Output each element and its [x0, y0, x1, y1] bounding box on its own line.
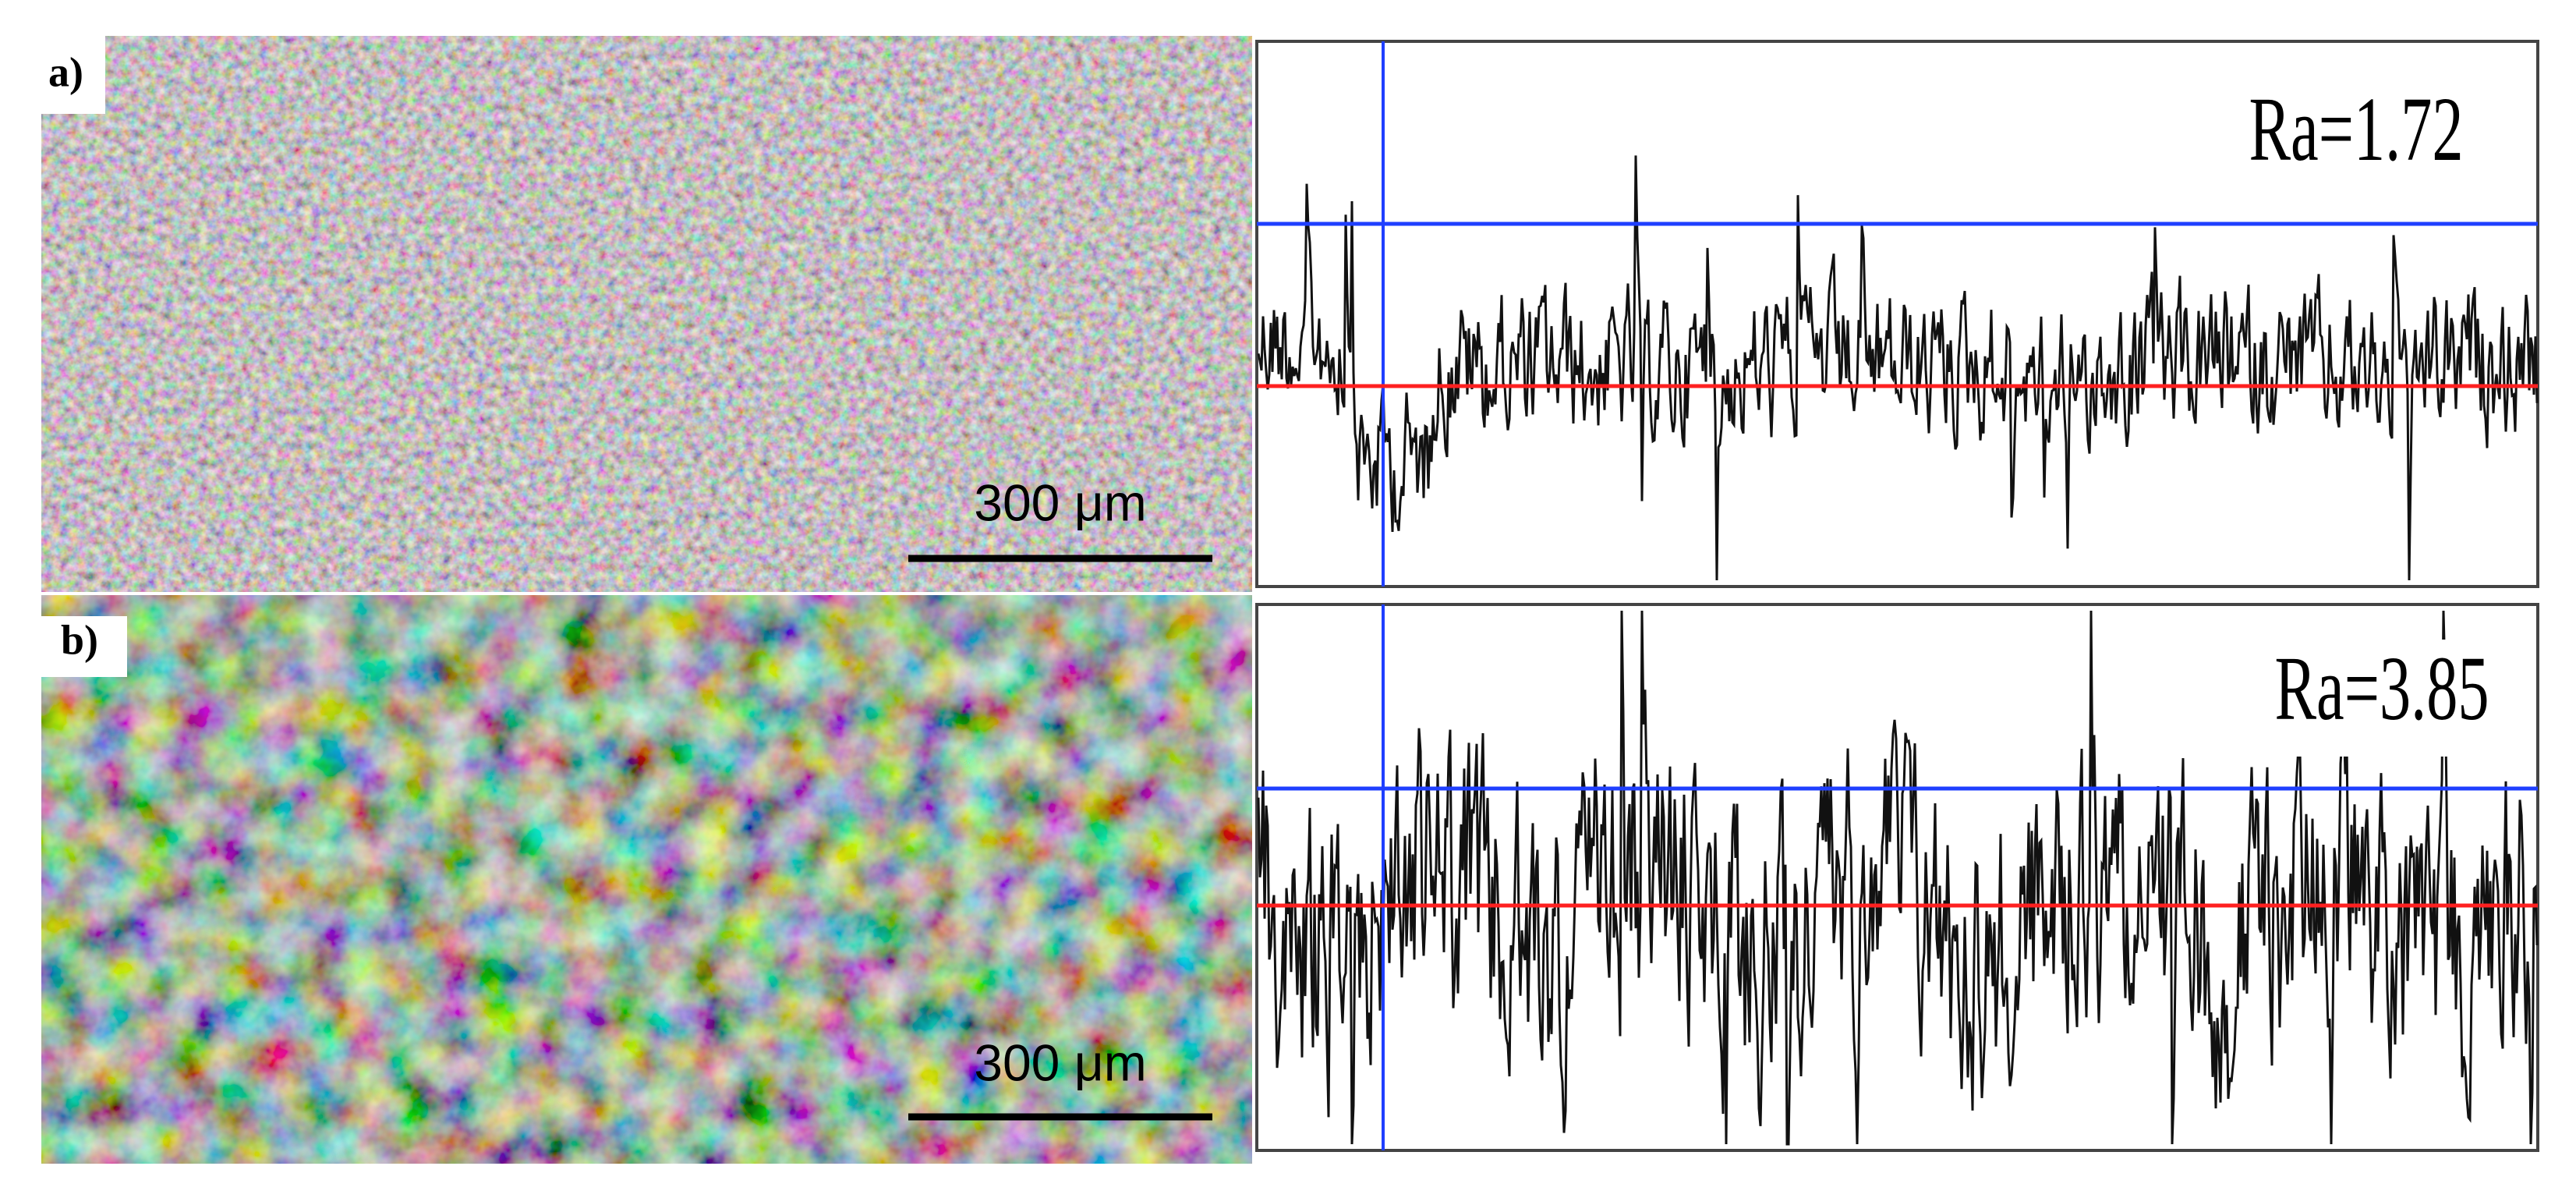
- roughness-label: Ra=3.85: [2275, 637, 2489, 739]
- roughness-profile: [1257, 610, 2539, 1146]
- panel-label: b): [61, 616, 98, 663]
- micrograph-a-texture: [41, 36, 1252, 592]
- roughness-label: Ra=1.72: [2249, 78, 2464, 180]
- ra-box: [2253, 640, 2511, 757]
- label-box: [41, 616, 127, 677]
- ra-box: [2230, 78, 2479, 195]
- micrograph-b-texture: [41, 595, 1252, 1164]
- label-box: [41, 36, 105, 114]
- scale-bar-label: 300 μm: [974, 1033, 1146, 1091]
- scale-bar-label: 300 μm: [974, 473, 1146, 531]
- panel-label: a): [48, 48, 83, 95]
